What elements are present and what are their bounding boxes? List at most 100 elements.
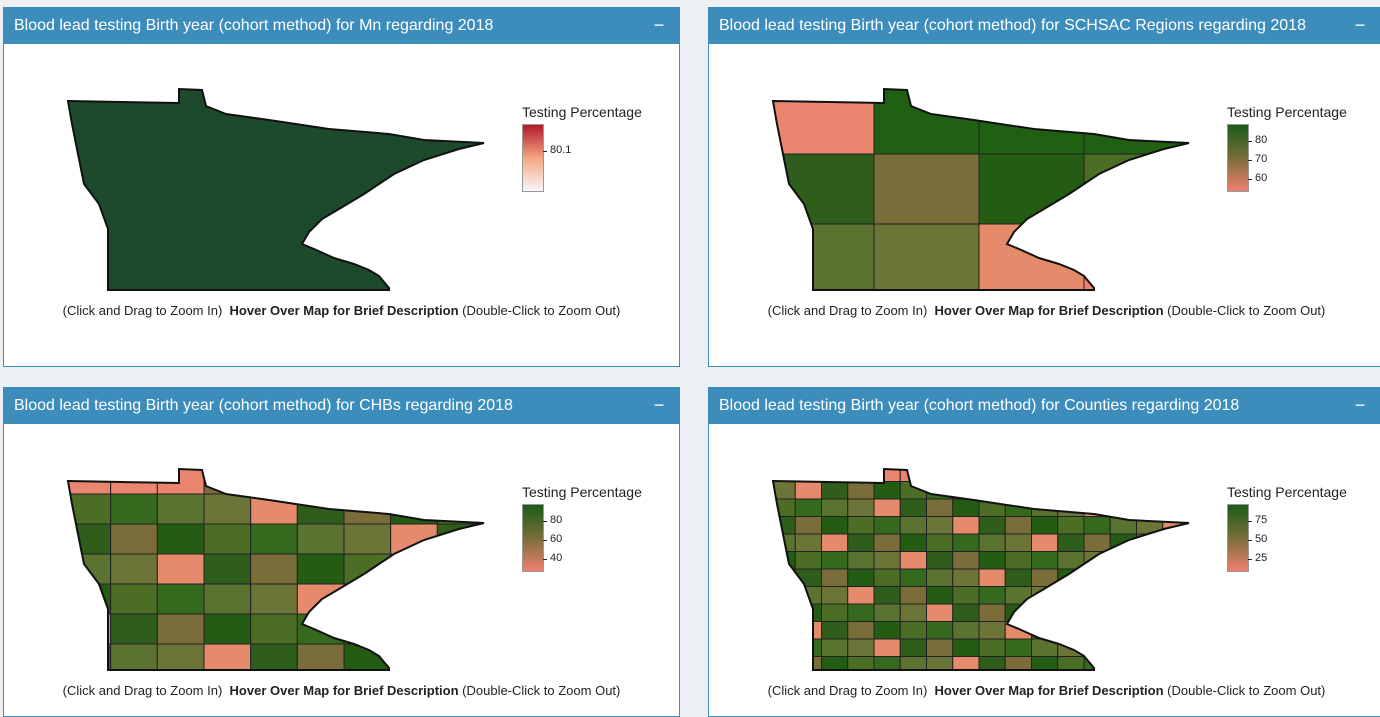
map-region xyxy=(436,493,484,525)
collapse-button[interactable]: − xyxy=(1354,394,1366,415)
map-region xyxy=(68,469,112,495)
choropleth-map[interactable] xyxy=(4,424,679,674)
map-region xyxy=(390,553,438,585)
map-region xyxy=(343,613,392,645)
map-region xyxy=(1083,621,1111,640)
map-region xyxy=(1004,533,1032,552)
map-region xyxy=(926,516,954,535)
legend-colorbar xyxy=(1227,504,1249,572)
map-region xyxy=(952,551,980,570)
caption-zoom-out: (Double-Click to Zoom Out) xyxy=(1167,303,1326,318)
map-region xyxy=(110,523,158,555)
map-region xyxy=(436,583,484,615)
legend-tick-label: 80.1 xyxy=(542,144,571,156)
map-region-base xyxy=(68,89,484,290)
map-region xyxy=(1109,603,1137,622)
caption-zoom-out: (Double-Click to Zoom Out) xyxy=(462,303,621,318)
map-region xyxy=(1057,586,1085,605)
map-region xyxy=(899,516,927,535)
map-region xyxy=(926,621,954,640)
collapse-button[interactable]: − xyxy=(653,14,665,35)
map-region xyxy=(794,516,822,535)
map-region xyxy=(899,551,927,570)
map-region xyxy=(1162,551,1189,570)
map-region xyxy=(1083,89,1189,155)
map-region xyxy=(1004,516,1032,535)
map-region xyxy=(821,498,849,517)
map-region xyxy=(773,223,875,290)
map-region xyxy=(1057,603,1085,622)
map-region xyxy=(1109,481,1137,500)
map-region xyxy=(1083,469,1111,482)
map-region xyxy=(1004,586,1032,605)
map-region xyxy=(1162,498,1189,517)
choropleth-map[interactable] xyxy=(709,44,1380,294)
map-region xyxy=(1057,481,1085,500)
map-region xyxy=(794,481,822,500)
map-region xyxy=(978,153,1085,225)
map-region xyxy=(794,533,822,552)
map-region xyxy=(156,583,205,615)
panel-counties: Blood lead testing Birth year (cohort me… xyxy=(708,387,1380,717)
map-region xyxy=(821,586,849,605)
map-region xyxy=(821,481,849,500)
map-region xyxy=(978,586,1006,605)
map-region xyxy=(1162,603,1189,622)
map-region xyxy=(1031,603,1059,622)
map-region xyxy=(1031,656,1059,670)
map-region xyxy=(952,603,980,622)
map-region xyxy=(110,583,158,615)
map-region xyxy=(1004,551,1032,570)
legend-tick-label: 40 xyxy=(542,552,562,564)
map-caption: (Click and Drag to Zoom In) Hover Over M… xyxy=(709,303,1380,318)
map-region xyxy=(773,89,875,155)
map-region xyxy=(250,553,298,585)
map-region xyxy=(436,613,484,645)
map-region xyxy=(926,603,954,622)
map-region xyxy=(343,523,392,555)
choropleth-map[interactable] xyxy=(709,424,1380,674)
choropleth-map[interactable] xyxy=(4,44,679,294)
map-region xyxy=(978,656,1006,670)
map-region xyxy=(1162,638,1189,657)
map-region xyxy=(794,621,822,640)
map-region xyxy=(1136,638,1164,657)
legend-tick-label: 80 xyxy=(1247,134,1267,146)
map-region xyxy=(899,586,927,605)
map-region xyxy=(110,613,158,645)
map-region xyxy=(873,469,901,482)
collapse-button[interactable]: − xyxy=(653,394,665,415)
map-region xyxy=(203,523,252,555)
map-region xyxy=(873,568,901,587)
map-region xyxy=(1031,516,1059,535)
map-region xyxy=(296,553,345,585)
map-region xyxy=(1083,638,1111,657)
map-region xyxy=(343,583,392,615)
legend-colorbar xyxy=(522,124,544,192)
map-region xyxy=(926,638,954,657)
map-region xyxy=(978,223,1085,290)
map-region xyxy=(1004,638,1032,657)
map-region xyxy=(390,469,438,495)
map-region xyxy=(821,638,849,657)
legend-colorbar xyxy=(522,504,544,572)
map-region xyxy=(952,481,980,500)
legend: Testing Percentage 80 70 60 xyxy=(1227,104,1377,204)
panel-title: Blood lead testing Birth year (cohort me… xyxy=(719,17,1306,34)
caption-hover: Hover Over Map for Brief Description xyxy=(934,303,1164,318)
map-region xyxy=(847,586,875,605)
map-region xyxy=(1136,498,1164,517)
map-region xyxy=(847,498,875,517)
map-region xyxy=(794,498,822,517)
map-region xyxy=(390,583,438,615)
legend-tick-label: 80 xyxy=(542,514,562,526)
map-region xyxy=(926,586,954,605)
legend-tick-label: 75 xyxy=(1247,514,1267,526)
map-region xyxy=(1083,533,1111,552)
collapse-button[interactable]: − xyxy=(1354,14,1366,35)
map-region xyxy=(1109,469,1137,482)
map-region xyxy=(1004,469,1032,482)
map-caption: (Click and Drag to Zoom In) Hover Over M… xyxy=(4,683,679,698)
map-region xyxy=(873,656,901,670)
caption-zoom-in: (Click and Drag to Zoom In) xyxy=(767,303,928,318)
